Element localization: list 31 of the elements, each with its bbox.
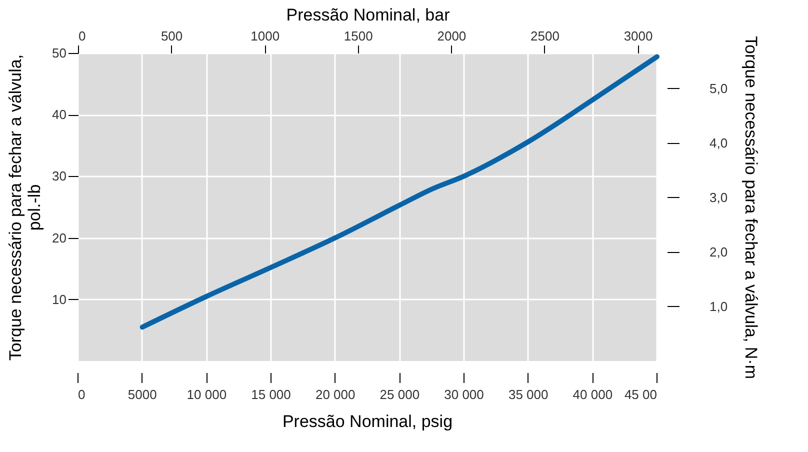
- x-tick-label: 45 00: [624, 387, 657, 402]
- x-tick-label: 15 000: [251, 387, 291, 402]
- x2-tick-label: 2000: [437, 28, 466, 44]
- x-tick-label: 30 000: [444, 387, 484, 402]
- x-tick-label: 0: [78, 387, 86, 402]
- y2-axis-title: Torque necessário para fechar a válvula, N·m: [742, 36, 761, 379]
- x-tick-label: 40 000: [572, 387, 613, 402]
- x2-tick-label: 2500: [530, 28, 560, 44]
- x2-tick-label: 3000: [624, 28, 653, 44]
- x-tick-label: 5000: [128, 387, 157, 402]
- y2-tick-label: 5,0: [710, 80, 728, 96]
- x2-axis-title: Pressão Nominal, bar: [286, 6, 450, 24]
- x-axis-title: Pressão Nominal, psig: [282, 412, 453, 431]
- y-tick-label: 20: [52, 230, 66, 246]
- x-tick-label: 35 000: [508, 387, 548, 402]
- x-tick-label: 25 000: [380, 387, 420, 402]
- y2-tick-label: 4,0: [710, 135, 728, 150]
- x2-tick-label: 1000: [250, 28, 280, 44]
- y2-tick-label: 3,0: [710, 190, 728, 205]
- y-tick-label: 30: [52, 168, 66, 184]
- x2-tick-label: 0: [78, 28, 86, 44]
- y-tick-label: 50: [52, 46, 66, 60]
- y2-tick-label: 2,0: [710, 244, 728, 260]
- x2-tick-label: 500: [160, 28, 183, 44]
- x-tick-label: 20 000: [315, 387, 356, 402]
- x-tick-label: 10 000: [186, 387, 227, 402]
- y-axis-title: Torque necessário para fechar a válvula, pol.-lb: [6, 54, 44, 361]
- y-tick-label: 40: [52, 107, 66, 122]
- y-tick-label: 10: [52, 292, 66, 307]
- x2-tick-label: 1500: [344, 28, 373, 44]
- y2-tick-label: 1,0: [710, 298, 728, 314]
